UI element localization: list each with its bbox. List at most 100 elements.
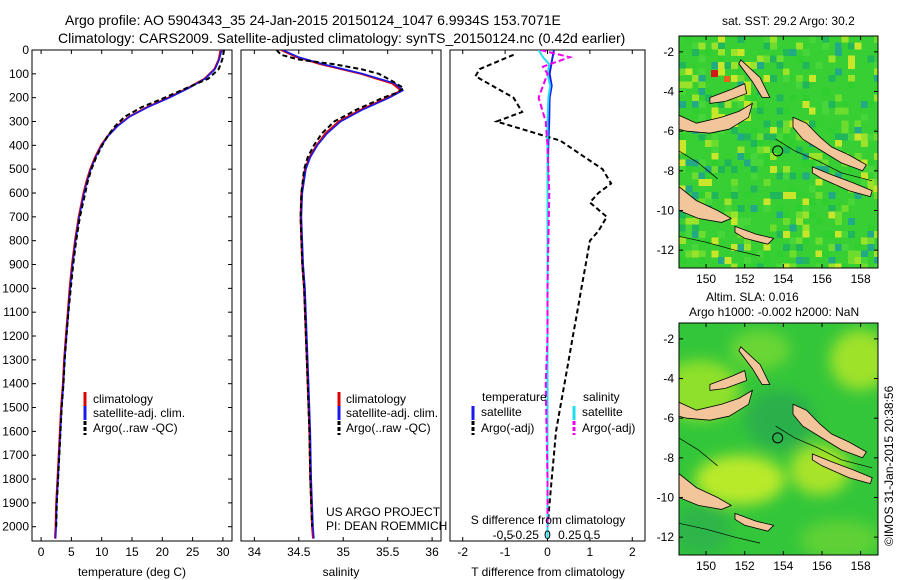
sst-cell <box>776 107 784 115</box>
lat-tick-label: -6 <box>663 411 674 425</box>
sst-cell <box>828 211 836 219</box>
sst-cell <box>724 257 732 264</box>
sst-cell <box>835 49 842 56</box>
sst-cell <box>731 192 738 199</box>
sst-cell <box>711 250 719 258</box>
sst-cell <box>692 107 699 115</box>
sst-cell <box>854 127 862 134</box>
sst-cell <box>796 55 803 63</box>
sst-cell <box>757 146 764 154</box>
sst-cell <box>750 159 758 167</box>
sst-cell <box>796 81 803 89</box>
sst-cell <box>685 224 693 232</box>
sst-cell <box>763 205 771 212</box>
sst-cell <box>776 192 784 199</box>
sst-cell <box>770 153 777 160</box>
sst-cell <box>789 140 797 147</box>
sst-cell <box>874 250 878 258</box>
sst-cell <box>841 120 849 128</box>
sst-cell <box>828 75 836 82</box>
sst-cell <box>835 133 842 141</box>
sst-cell <box>692 231 699 238</box>
sst-cell <box>802 237 810 245</box>
sst-cell <box>776 263 784 268</box>
sst-cell <box>848 81 855 89</box>
sst-cell <box>783 49 790 56</box>
sst-cell <box>822 159 829 167</box>
sst-cell <box>718 68 725 76</box>
sst-cell <box>874 231 878 238</box>
sla-map-title2: Argo h1000: -0.002 h2000: NaN <box>689 305 859 319</box>
sst-cell <box>802 231 810 238</box>
sla-blob <box>745 390 815 450</box>
sst-cell <box>835 42 842 50</box>
sst-cell <box>835 231 842 238</box>
sst-cell <box>763 55 771 63</box>
sst-cell <box>776 120 784 128</box>
sst-cell <box>867 146 875 154</box>
sst-cell <box>685 75 693 82</box>
land-polygon <box>679 389 754 421</box>
sst-cell <box>789 172 797 180</box>
sst-cell <box>698 172 706 180</box>
sst-cell <box>815 153 823 160</box>
sst-cell <box>698 42 706 50</box>
lat-tick-label: -10 <box>657 490 675 504</box>
sst-cell <box>783 185 790 193</box>
sst-cell <box>679 133 686 141</box>
lon-tick-label: 154 <box>773 272 793 286</box>
land-polygon <box>679 186 733 223</box>
sst-cell <box>711 140 719 147</box>
depth-tick-label: 300 <box>9 115 29 129</box>
legend-satellite-label: satellite-adj. clim. <box>93 406 185 420</box>
sst-cell <box>796 237 803 245</box>
sst-cell <box>698 101 706 108</box>
sst-cell <box>867 244 875 251</box>
sst-cell <box>763 159 771 167</box>
sst-cell <box>731 263 738 268</box>
sla-blob <box>800 520 878 555</box>
sst-cell <box>822 42 829 50</box>
s-tick-label: -0.5 <box>493 528 514 542</box>
sst-cell <box>750 127 758 134</box>
sst-cell <box>848 75 855 82</box>
sst-cell <box>692 114 699 121</box>
sst-cell <box>809 120 816 128</box>
sst-cell <box>874 185 878 193</box>
sst-cell <box>711 114 719 121</box>
sst-cell <box>874 179 878 186</box>
sst-cell <box>731 185 738 193</box>
sst-cell <box>848 166 855 173</box>
sst-cell <box>848 231 855 238</box>
sst-cell <box>789 49 797 56</box>
sst-cell <box>711 192 719 199</box>
legend-argo-label: Argo(..raw -QC) <box>346 421 431 435</box>
sst-cell <box>867 166 875 173</box>
sst-cell <box>692 75 699 82</box>
x-tick-label: 34.5 <box>287 545 311 559</box>
sst-cell <box>796 244 803 251</box>
lon-tick-label: 152 <box>735 272 755 286</box>
sst-cell <box>815 257 823 264</box>
s-tick-label: 0.5 <box>584 528 601 542</box>
s-difference-label: S difference from climatology <box>471 513 626 527</box>
sst-cell <box>848 55 855 63</box>
sst-cell <box>848 42 855 50</box>
sst-cell <box>757 49 764 56</box>
sst-cell <box>867 159 875 167</box>
sst-cell <box>750 101 758 108</box>
depth-tick-label: 1600 <box>2 424 29 438</box>
land-polygon <box>734 225 775 245</box>
sst-cell <box>679 101 686 108</box>
sst-cell <box>822 88 829 95</box>
sst-cell <box>763 133 771 141</box>
sst-cell <box>874 192 878 199</box>
sst-cell <box>757 140 764 147</box>
land-polygon <box>811 453 873 485</box>
sst-cell <box>789 224 797 232</box>
sst-cell <box>841 42 849 50</box>
depth-tick-label: 1500 <box>2 401 29 415</box>
sst-cell <box>744 81 751 89</box>
sst-cell <box>718 62 725 69</box>
depth-tick-label: 1100 <box>3 305 29 319</box>
